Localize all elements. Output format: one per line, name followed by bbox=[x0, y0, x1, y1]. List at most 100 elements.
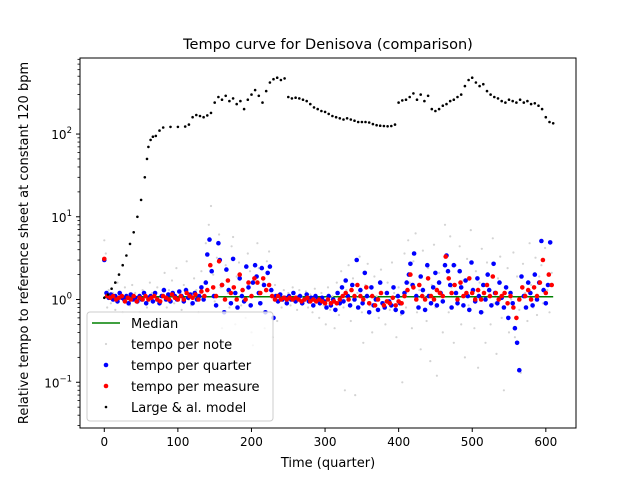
data-point bbox=[304, 290, 307, 293]
data-point bbox=[499, 293, 505, 299]
data-point bbox=[123, 286, 126, 289]
data-point bbox=[386, 281, 389, 284]
data-point bbox=[375, 297, 381, 302]
data-point bbox=[418, 274, 424, 279]
x-axis: 0 100 200 300 400 500 600 bbox=[100, 428, 557, 449]
data-point bbox=[361, 297, 366, 302]
series-4 bbox=[103, 76, 555, 300]
data-point bbox=[416, 305, 421, 310]
data-point bbox=[347, 303, 353, 308]
data-point bbox=[384, 290, 390, 296]
data-point bbox=[231, 97, 235, 100]
data-point bbox=[534, 256, 537, 259]
data-point bbox=[224, 94, 227, 98]
data-point bbox=[342, 118, 345, 121]
legend-label: tempo per note bbox=[131, 338, 232, 353]
data-point bbox=[442, 262, 448, 268]
data-point bbox=[237, 276, 242, 281]
data-point bbox=[266, 282, 272, 288]
data-point bbox=[520, 285, 525, 290]
data-point bbox=[512, 325, 518, 331]
data-point bbox=[366, 310, 372, 315]
data-point bbox=[294, 96, 297, 99]
data-point bbox=[535, 313, 539, 317]
data-point bbox=[248, 303, 253, 308]
data-point bbox=[265, 270, 271, 276]
data-point bbox=[104, 252, 107, 255]
data-point bbox=[463, 84, 467, 88]
data-point bbox=[165, 306, 168, 309]
data-point bbox=[243, 297, 248, 302]
data-point bbox=[453, 290, 459, 296]
y-tick-label: 101 bbox=[51, 209, 72, 225]
data-point bbox=[447, 282, 453, 288]
data-point bbox=[169, 125, 172, 129]
data-point bbox=[323, 110, 327, 114]
data-point bbox=[507, 98, 511, 101]
data-point bbox=[342, 306, 345, 309]
data-point bbox=[546, 289, 549, 292]
data-point bbox=[257, 94, 261, 98]
data-point bbox=[235, 102, 238, 106]
data-point bbox=[235, 275, 238, 278]
data-point bbox=[443, 223, 447, 226]
data-point bbox=[284, 301, 290, 306]
data-point bbox=[276, 319, 279, 323]
data-point bbox=[470, 76, 474, 79]
data-point bbox=[148, 281, 151, 284]
data-point bbox=[384, 323, 387, 326]
data-point bbox=[204, 242, 207, 245]
data-point bbox=[139, 198, 143, 202]
data-point bbox=[349, 118, 353, 121]
data-point bbox=[239, 293, 245, 299]
data-point bbox=[522, 101, 526, 104]
data-point bbox=[434, 109, 437, 113]
data-point bbox=[305, 295, 310, 301]
data-point bbox=[418, 289, 421, 292]
chart-title: Tempo curve for Denisova (comparison) bbox=[182, 37, 473, 53]
data-point bbox=[530, 303, 535, 308]
data-point bbox=[196, 297, 201, 302]
data-point bbox=[548, 120, 551, 124]
data-point bbox=[329, 308, 332, 311]
x-tick-label: 500 bbox=[461, 435, 484, 449]
data-point bbox=[518, 308, 521, 311]
data-point bbox=[393, 123, 397, 126]
data-point bbox=[161, 287, 167, 293]
data-point bbox=[428, 293, 434, 299]
data-point bbox=[183, 125, 187, 128]
data-point bbox=[180, 308, 183, 311]
data-point bbox=[264, 89, 268, 93]
data-point bbox=[541, 302, 545, 305]
data-point bbox=[485, 272, 491, 277]
data-point bbox=[360, 301, 365, 306]
data-point bbox=[346, 297, 351, 302]
data-point bbox=[472, 297, 478, 302]
data-point bbox=[170, 279, 174, 282]
data-point bbox=[428, 301, 434, 306]
data-point bbox=[407, 239, 410, 242]
data-point bbox=[446, 276, 452, 281]
data-point bbox=[483, 297, 488, 302]
data-point bbox=[455, 297, 460, 302]
data-point bbox=[143, 293, 148, 299]
data-point bbox=[513, 336, 517, 339]
data-point bbox=[371, 331, 374, 334]
data-point bbox=[283, 77, 286, 80]
data-point bbox=[275, 76, 279, 79]
data-point bbox=[437, 290, 443, 296]
data-point bbox=[173, 302, 176, 305]
data-point bbox=[237, 272, 242, 277]
data-point bbox=[103, 239, 106, 242]
data-point bbox=[519, 274, 524, 279]
data-point bbox=[122, 299, 128, 304]
data-point bbox=[495, 301, 500, 306]
data-point bbox=[152, 293, 157, 299]
data-point bbox=[335, 281, 338, 284]
data-point bbox=[200, 270, 203, 273]
data-point bbox=[230, 245, 233, 248]
data-point bbox=[427, 267, 430, 270]
data-point bbox=[434, 303, 440, 308]
data-point bbox=[493, 95, 496, 99]
data-point bbox=[423, 99, 426, 103]
